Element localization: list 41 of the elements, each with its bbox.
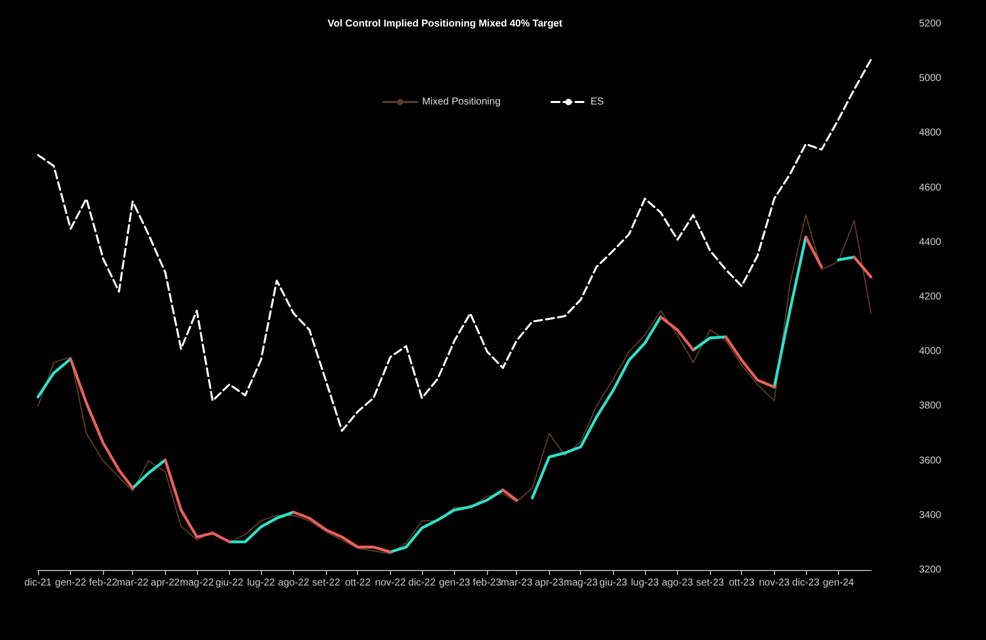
x-tick-label: dic-22 xyxy=(408,578,436,588)
y-tick-label: 4600 xyxy=(919,182,942,194)
y-tick-label: 3800 xyxy=(919,400,942,412)
x-tick-label: ago-23 xyxy=(662,578,694,588)
x-tick-label: mag-22 xyxy=(180,578,214,588)
line-series xyxy=(37,58,872,432)
x-tick-label: set-22 xyxy=(312,578,341,588)
x-tick-label: giu-23 xyxy=(599,578,628,588)
x-tick-label: dic-21 xyxy=(24,578,52,588)
x-tick-label: nov-22 xyxy=(375,578,406,588)
x-tick-label: dic-23 xyxy=(792,578,820,588)
y-tick-label: 3600 xyxy=(919,455,942,466)
x-tick-label: gen-24 xyxy=(822,578,854,588)
y-tick-label: 4800 xyxy=(919,128,942,139)
x-tick-label: ott-23 xyxy=(728,578,755,588)
x-tick-label: mar-23 xyxy=(500,578,533,588)
x-tick-label: lug-22 xyxy=(247,578,276,588)
x-tick-label: ott-22 xyxy=(344,578,371,588)
x-tick-label: apr-23 xyxy=(534,578,564,588)
x-tick-label: giu-22 xyxy=(216,578,244,588)
x-tick-label: nov-23 xyxy=(758,578,790,588)
y-tick-label: 3400 xyxy=(919,510,942,521)
x-tick-label: feb-22 xyxy=(89,578,118,588)
x-tick-label: ago-22 xyxy=(278,578,310,588)
x-tick-label: gen-23 xyxy=(438,578,471,588)
x-tick-label: gen-22 xyxy=(55,578,87,588)
chart-title: Vol Control Implied Positioning Mixed 40% Target xyxy=(328,18,563,30)
legend-label: Mixed Positioning xyxy=(422,96,501,108)
x-tick-label: feb-23 xyxy=(472,578,502,588)
y-tick-label: 4400 xyxy=(919,236,942,248)
legend-label: ES xyxy=(590,96,604,108)
y-tick-label: 4000 xyxy=(919,346,942,358)
y-tick-label: 4200 xyxy=(919,292,942,302)
x-tick-label: mag-23 xyxy=(564,578,598,588)
x-tick-label: lug-23 xyxy=(630,578,660,588)
x-tick-label: apr-22 xyxy=(150,578,180,588)
x-tick-label: set-23 xyxy=(696,578,724,588)
x-tick-label: mar-22 xyxy=(116,578,149,588)
y-tick-label: 5000 xyxy=(919,73,942,84)
y-tick-label: 3200 xyxy=(919,564,942,576)
y-tick-label: 5200 xyxy=(919,18,942,30)
